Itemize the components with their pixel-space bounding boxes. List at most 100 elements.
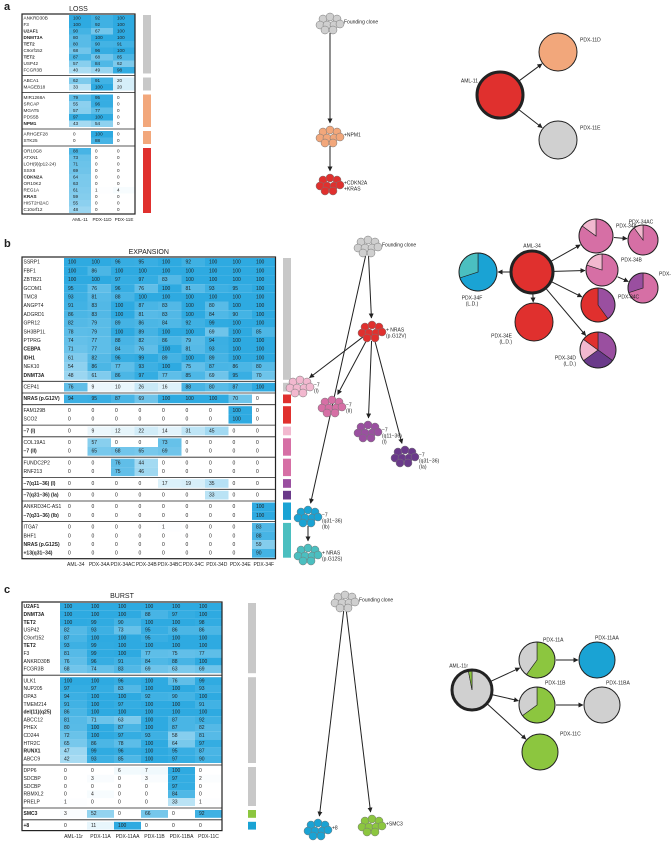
heat-cell [158, 345, 182, 354]
row-label: MGAT5 [24, 108, 40, 113]
heat-cell [228, 266, 252, 276]
cell-value: 100 [118, 694, 127, 700]
cell-value: 100 [233, 355, 242, 361]
heat-cell [113, 131, 135, 138]
heat-cell [168, 618, 195, 627]
heat-cell [60, 782, 87, 791]
row-label: FAM129B [24, 408, 47, 414]
clone-cell [328, 138, 338, 148]
heat-cell [195, 657, 222, 666]
heat-cell [205, 458, 229, 468]
cell-value: 0 [95, 168, 98, 173]
clone-cell [340, 590, 350, 600]
heat-cell [69, 206, 91, 213]
heat-cell [205, 522, 229, 532]
heat-cell [87, 657, 114, 666]
edge [368, 255, 374, 319]
cell-value: 47 [64, 749, 70, 755]
heat-cell [252, 382, 276, 392]
node-label: (q31−36) [419, 458, 439, 464]
cell-value: 85 [256, 329, 262, 335]
clone-cell [306, 518, 316, 528]
heat-cell [113, 77, 135, 84]
heat-cell [141, 798, 168, 806]
node-label: AML-34 [523, 243, 541, 249]
clone-cell [410, 452, 420, 462]
cell-value: 100 [92, 260, 101, 266]
cell-value: 4 [117, 187, 120, 192]
heat-cell [158, 438, 182, 447]
heat-cell [113, 187, 135, 194]
cell-value: 0 [68, 533, 71, 539]
cell-value: 0 [68, 440, 71, 446]
panel-letter: a [4, 1, 11, 13]
cell-value: 97 [115, 277, 121, 283]
heat-cell [205, 318, 229, 328]
cell-value: 0 [115, 533, 118, 539]
heat-cell [228, 327, 252, 337]
row-label: ABCC9 [24, 756, 41, 762]
sample-outline [538, 120, 578, 160]
heat-cell [158, 426, 182, 436]
heat-cell [141, 603, 168, 611]
clone-cell [367, 814, 377, 824]
cell-value: 87 [199, 749, 205, 755]
cell-value: 100 [209, 260, 218, 266]
row-label: SMC3 [24, 811, 38, 817]
cell-value: 0 [118, 784, 121, 790]
heat-cell [114, 657, 141, 666]
cell-value: 88 [95, 138, 101, 143]
cell-value: 100 [233, 277, 242, 283]
heat-cell [114, 774, 141, 783]
heat-cell [87, 327, 111, 337]
heat-cell [134, 447, 158, 456]
row-label: KRAS [24, 194, 37, 199]
heat-cell [168, 774, 195, 783]
cell-value: 0 [162, 408, 165, 414]
heat-cell [87, 618, 114, 627]
cell-value: 61 [73, 187, 79, 192]
cell-value: 100 [199, 635, 208, 641]
heat-cell [205, 292, 229, 302]
cell-value: 97 [91, 686, 97, 692]
cell-value: 0 [199, 768, 202, 774]
sample-outline [518, 641, 556, 679]
heat-cell [228, 353, 252, 363]
heat-cell [141, 767, 168, 775]
row-label: CEBPA [24, 347, 42, 353]
heat-cell [228, 502, 252, 512]
cell-value: 20 [117, 84, 123, 89]
heat-cell [168, 724, 195, 732]
heat-cell [60, 798, 87, 806]
cell-value: 86 [162, 338, 168, 344]
cell-value: 0 [115, 504, 118, 510]
heat-cell [228, 426, 252, 436]
heat-cell [64, 362, 88, 372]
row-label: SSRP1 [24, 260, 41, 266]
cell-value: 0 [118, 811, 121, 817]
cell-value: 0 [209, 513, 212, 519]
cell-value: 87 [139, 303, 145, 309]
heat-cell [69, 67, 91, 74]
row-label: C9orf152 [24, 48, 43, 53]
cell-value: 0 [209, 525, 212, 531]
heat-cell [64, 284, 88, 293]
cell-value: 100 [145, 717, 154, 723]
row-label: ANKRD34C-AS1 [24, 504, 62, 510]
cell-value: 100 [117, 22, 125, 27]
table-border [21, 13, 136, 215]
heat-cell [205, 258, 229, 267]
row-label: −7(q31−36) (Ia) [24, 492, 59, 498]
heat-cell [69, 167, 91, 174]
heat-cell [195, 790, 222, 799]
heat-cell [113, 54, 135, 61]
heat-cell [64, 382, 88, 392]
heat-cell [134, 266, 158, 276]
cell-value: 0 [256, 481, 259, 487]
heat-cell [252, 549, 276, 558]
heat-cell [158, 301, 182, 311]
heat-cell [113, 161, 135, 168]
cell-value: 89 [139, 329, 145, 335]
group-bar [283, 258, 291, 380]
heat-cell [64, 447, 88, 456]
